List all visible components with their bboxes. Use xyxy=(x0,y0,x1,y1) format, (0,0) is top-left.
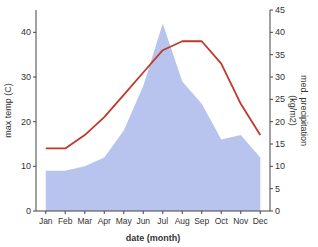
x-tick-label: Feb xyxy=(58,216,73,226)
x-tick xyxy=(84,211,85,214)
y2-tick-label: 5 xyxy=(275,184,280,194)
x-tick xyxy=(240,211,241,214)
y2-tick xyxy=(270,99,273,100)
y2-axis-label-line: (kg/m2) xyxy=(288,95,298,126)
x-tick xyxy=(45,211,46,214)
x-tick-label: Aug xyxy=(175,216,190,226)
y2-tick-label: 25 xyxy=(275,94,285,104)
x-axis-label: date (month) xyxy=(126,233,181,243)
x-tick-label: Jun xyxy=(136,216,150,226)
y2-tick-label: 10 xyxy=(275,161,285,171)
y-tick-label: 20 xyxy=(21,117,31,127)
y-tick-label: 40 xyxy=(21,27,31,37)
x-axis-line xyxy=(36,211,270,212)
y2-tick xyxy=(270,144,273,145)
y-tick xyxy=(33,166,36,167)
y-tick xyxy=(33,121,36,122)
chart: 0 10 20 30 40 0 5 10 15 20 25 30 35 40 45 Jan Feb Mar Apr M… xyxy=(0,0,318,247)
y-tick xyxy=(33,77,36,78)
y2-tick-label: 20 xyxy=(275,117,285,127)
y2-tick-label: 40 xyxy=(275,27,285,37)
y-tick xyxy=(33,32,36,33)
x-tick xyxy=(143,211,144,214)
y2-tick xyxy=(270,121,273,122)
y2-axis-label-line: med. precipitation xyxy=(299,75,309,146)
x-tick-label: Mar xyxy=(77,216,92,226)
x-tick xyxy=(201,211,202,214)
y-tick-label: 10 xyxy=(21,161,31,171)
y2-tick xyxy=(270,32,273,33)
y-tick-label: 30 xyxy=(21,72,31,82)
y2-tick-label: 0 xyxy=(275,206,280,216)
x-tick xyxy=(221,211,222,214)
x-tick xyxy=(123,211,124,214)
y-axis-line xyxy=(36,10,37,211)
x-tick-label: Oct xyxy=(215,216,229,226)
y-axis-label: max temp (C) xyxy=(3,83,13,138)
x-tick-label: Apr xyxy=(98,216,111,226)
y2-tick xyxy=(270,77,273,78)
y2-tick-label: 15 xyxy=(275,139,285,149)
y-tick-label: 0 xyxy=(26,206,31,216)
temperature-line xyxy=(46,41,261,148)
y2-tick-label: 45 xyxy=(275,5,285,15)
y2-axis-label: med. precipitation(kg/m2) xyxy=(288,75,309,146)
y2-tick xyxy=(270,188,273,189)
y-tick xyxy=(33,211,36,212)
y2-tick xyxy=(270,54,273,55)
x-tick xyxy=(104,211,105,214)
y2-tick-label: 30 xyxy=(275,72,285,82)
x-tick-label: Jul xyxy=(157,216,168,226)
precipitation-area xyxy=(46,23,261,211)
y2-tick xyxy=(270,211,273,212)
x-tick xyxy=(65,211,66,214)
y2-axis-line xyxy=(270,10,271,211)
y2-tick-label: 35 xyxy=(275,50,285,60)
plot-area xyxy=(46,23,261,211)
x-tick-label: Jan xyxy=(39,216,53,226)
x-tick xyxy=(162,211,163,214)
y2-tick xyxy=(270,166,273,167)
x-tick-label: Nov xyxy=(233,216,249,226)
y2-tick xyxy=(270,10,273,11)
x-tick-label: May xyxy=(116,216,133,226)
x-tick-label: Sep xyxy=(194,216,209,226)
x-tick-label: Dec xyxy=(253,216,269,226)
x-tick xyxy=(182,211,183,214)
x-tick xyxy=(260,211,261,214)
